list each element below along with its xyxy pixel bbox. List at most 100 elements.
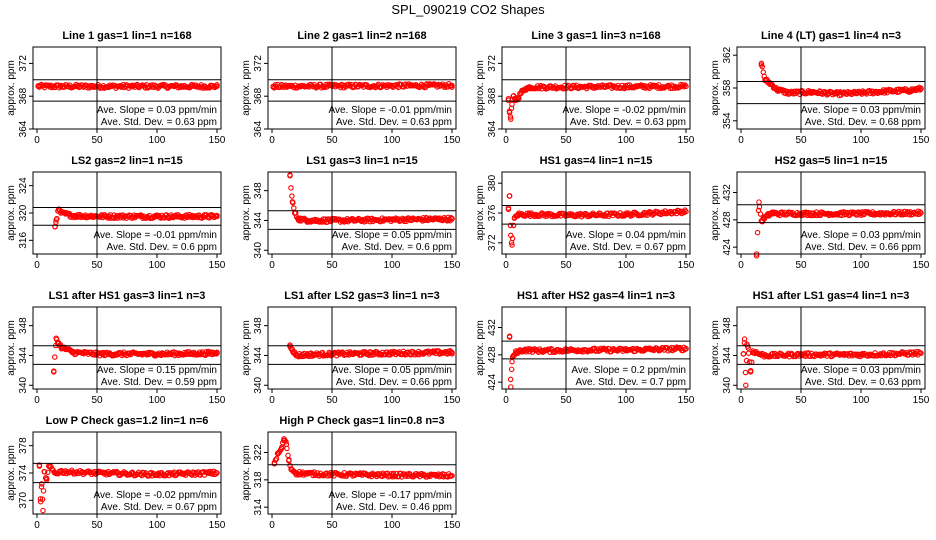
y-axis-label: approx. ppm (241, 60, 252, 116)
y-axis-label: approx. ppm (475, 185, 486, 241)
y-tick-label: 348 (18, 317, 29, 334)
y-tick-label: 314 (253, 498, 264, 515)
x-tick-label: 100 (149, 395, 166, 406)
y-tick-label: 368 (487, 87, 498, 104)
x-tick-label: 100 (618, 135, 635, 146)
data-point (757, 211, 764, 217)
data-point (287, 172, 293, 178)
y-axis-label: approx. ppm (241, 320, 252, 376)
y-axis-label: approx. ppm (710, 185, 721, 241)
data-point (508, 384, 514, 390)
y-tick-label: 372 (253, 55, 264, 72)
data-points (506, 333, 689, 390)
chart-panel-14: High P Check gas=1 lin=0.8 n=3 0 50 100 150 3… (241, 415, 461, 531)
chart-title: LS1 gas=3 lin=1 n=15 (306, 155, 418, 167)
x-tick-label: 50 (326, 260, 338, 271)
data-point (168, 470, 174, 476)
data-point (508, 366, 515, 373)
x-tick-label: 50 (326, 395, 338, 406)
x-tick-label: 0 (34, 520, 40, 531)
data-point (283, 438, 289, 445)
data-point (43, 475, 50, 482)
y-tick-label: 358 (722, 79, 733, 96)
y-axis-label: approx. ppm (710, 320, 721, 376)
y-tick-label: 316 (18, 232, 29, 249)
x-tick-label: 100 (618, 260, 635, 271)
data-point (509, 235, 516, 242)
y-tick-label: 344 (722, 347, 733, 364)
data-point (740, 351, 747, 357)
data-point (747, 368, 754, 374)
x-tick-label: 150 (678, 395, 695, 406)
data-point (449, 351, 455, 357)
data-points (505, 193, 689, 248)
data-point (337, 472, 343, 478)
data-point (85, 213, 92, 219)
data-point (618, 85, 624, 91)
data-point (41, 469, 48, 475)
y-tick-label: 320 (18, 204, 29, 221)
data-point (506, 193, 513, 199)
std-dev-annotation: Ave. Std. Dev. = 0.6 ppm (106, 242, 217, 253)
data-point (508, 105, 515, 112)
x-tick-label: 50 (560, 260, 572, 271)
slope-annotation: Ave. Slope = 0.03 ppm/min (97, 105, 217, 116)
x-tick-label: 100 (853, 260, 870, 271)
plot-frame (267, 46, 457, 130)
std-dev-annotation: Ave. Std. Dev. = 0.59 ppm (101, 377, 217, 388)
slope-annotation: Ave. Slope = 0.03 ppm/min (801, 105, 921, 116)
y-tick-label: 364 (487, 120, 498, 137)
data-point (38, 484, 45, 490)
x-tick-label: 0 (34, 395, 40, 406)
y-axis-label: approx. ppm (6, 60, 17, 116)
data-points (287, 342, 455, 360)
x-tick-label: 0 (738, 260, 744, 271)
std-dev-annotation: Ave. Std. Dev. = 0.66 ppm (336, 377, 452, 388)
x-tick-label: 150 (444, 135, 461, 146)
main-title: SPL_090219 CO2 Shapes (391, 2, 545, 17)
chart-panel-1: Line 1 gas=1 lin=1 n=168 0 50 100 150 364 368 3… (6, 30, 226, 146)
y-tick-label: 354 (722, 112, 733, 129)
y-tick-label: 322 (253, 444, 264, 461)
data-point (40, 507, 46, 514)
data-point (509, 242, 515, 248)
x-tick-label: 0 (269, 520, 275, 531)
data-points (740, 336, 924, 389)
y-tick-label: 364 (253, 120, 264, 137)
x-tick-label: 100 (384, 520, 401, 531)
data-point (683, 346, 689, 352)
data-point (213, 469, 219, 476)
x-tick-label: 100 (618, 395, 635, 406)
x-tick-label: 50 (91, 520, 103, 531)
y-tick-label: 424 (487, 373, 498, 390)
x-tick-label: 150 (913, 260, 930, 271)
data-point (507, 114, 514, 120)
slope-annotation: Ave. Slope = 0.2 ppm/min (571, 365, 686, 376)
data-point (288, 185, 294, 191)
x-tick-label: 100 (384, 135, 401, 146)
x-tick-label: 0 (738, 395, 744, 406)
std-dev-annotation: Ave. Std. Dev. = 0.63 ppm (570, 117, 686, 128)
data-point (765, 354, 772, 360)
chart-panel-4: Line 4 (LT) gas=1 lin=4 n=3 0 50 100 150 354 3… (710, 30, 930, 146)
chart-title: LS1 after LS2 gas=3 lin=1 n=3 (284, 290, 440, 302)
y-tick-label: 432 (487, 319, 498, 336)
x-tick-label: 0 (269, 260, 275, 271)
data-point (284, 445, 290, 452)
std-dev-annotation: Ave. Std. Dev. = 0.7 ppm (575, 377, 686, 388)
plot-frame (736, 306, 926, 390)
chart-panel-6: LS1 gas=3 lin=1 n=15 0 50 100 150 340 344 348ap… (241, 155, 461, 271)
chart-title: HS1 gas=4 lin=1 n=15 (540, 155, 653, 167)
x-tick-label: 50 (326, 520, 338, 531)
x-tick-label: 50 (560, 135, 572, 146)
x-tick-label: 0 (738, 135, 744, 146)
y-tick-label: 432 (722, 184, 733, 201)
chart-panel-5: LS2 gas=2 lin=1 n=15 0 50 100 150 316 320 324ap… (6, 155, 226, 271)
data-point (754, 229, 761, 236)
data-point (213, 213, 219, 220)
x-tick-label: 0 (34, 260, 40, 271)
data-point (917, 350, 923, 356)
data-point (888, 350, 895, 356)
slope-annotation: Ave. Slope = 0.05 ppm/min (332, 365, 452, 376)
